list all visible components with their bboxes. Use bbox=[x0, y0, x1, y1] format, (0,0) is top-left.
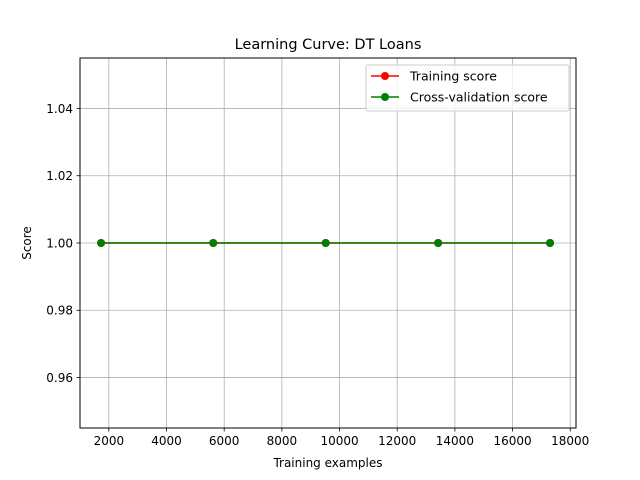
x-tick-label: 8000 bbox=[267, 434, 298, 448]
legend-label-training: Training score bbox=[409, 69, 497, 84]
x-tick-label: 16000 bbox=[493, 434, 531, 448]
x-axis-ticks: 2000 4000 6000 8000 10000 12000 14000 16000 1800… bbox=[94, 428, 589, 448]
legend-label-cv: Cross-validation score bbox=[410, 90, 548, 105]
series-layer bbox=[97, 239, 555, 247]
legend-marker-training bbox=[381, 72, 389, 80]
chart-title: Learning Curve: DT Loans bbox=[235, 37, 422, 53]
data-point-cross-validation-score bbox=[434, 239, 443, 247]
x-tick-label: 10000 bbox=[320, 434, 358, 448]
y-tick-label: 0.96 bbox=[46, 371, 73, 385]
data-point-cross-validation-score bbox=[321, 239, 330, 247]
y-tick-label: 1.00 bbox=[46, 236, 73, 250]
data-point-cross-validation-score bbox=[546, 239, 555, 247]
x-tick-label: 14000 bbox=[436, 434, 474, 448]
x-tick-label: 4000 bbox=[151, 434, 182, 448]
legend-box bbox=[365, 64, 570, 112]
y-tick-label: 1.02 bbox=[46, 169, 73, 183]
y-tick-label: 0.98 bbox=[46, 304, 73, 318]
x-tick-label: 18000 bbox=[551, 434, 589, 448]
x-tick-label: 6000 bbox=[209, 434, 240, 448]
y-axis-label: Score bbox=[20, 226, 34, 260]
data-point-cross-validation-score bbox=[97, 239, 106, 247]
x-axis-label: Training examples bbox=[272, 456, 382, 470]
x-tick-label: 12000 bbox=[378, 434, 416, 448]
x-tick-label: 2000 bbox=[94, 434, 125, 448]
data-point-cross-validation-score bbox=[209, 239, 218, 247]
legend-marker-cv bbox=[381, 93, 389, 101]
y-axis-ticks: 0.96 0.98 1.00 1.02 1.04 bbox=[46, 102, 80, 385]
y-tick-label: 1.04 bbox=[46, 102, 73, 116]
legend: Training score Cross-validation score bbox=[365, 64, 570, 112]
